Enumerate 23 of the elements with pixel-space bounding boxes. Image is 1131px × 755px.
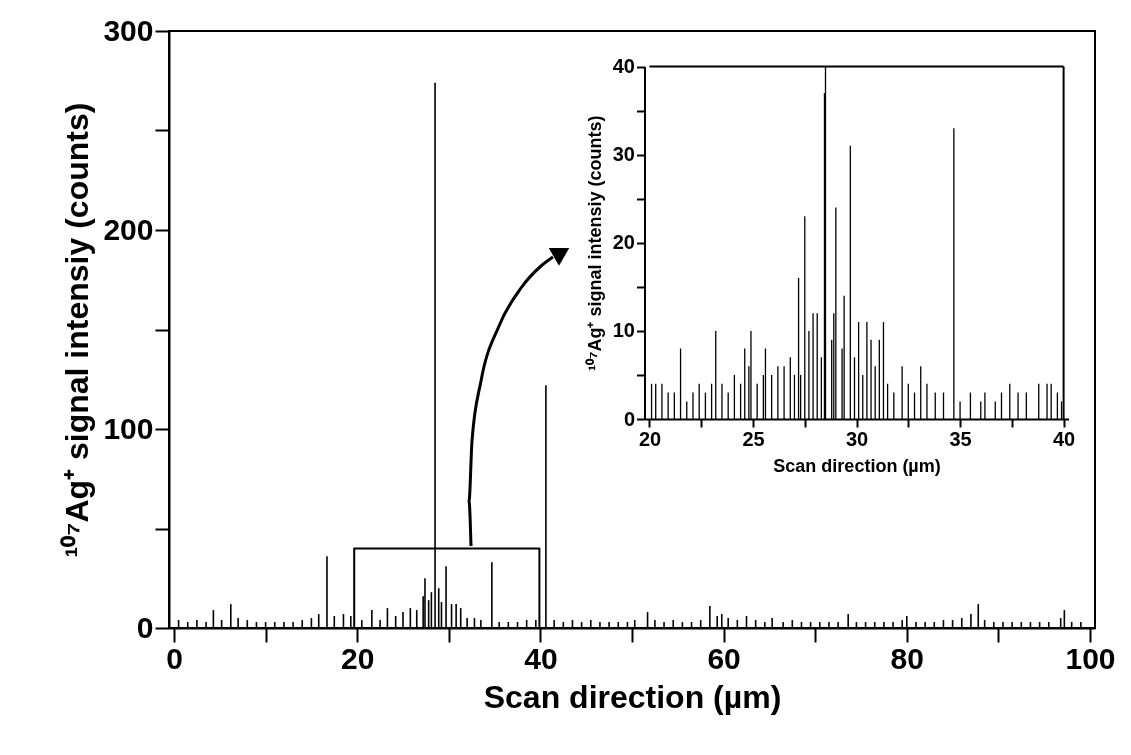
x-tick-label: 25 [742,427,765,450]
y-tick-label: 0 [623,407,635,430]
x-tick-label: 20 [638,427,662,450]
x-axis-title: Scan direction (µm) [483,678,782,715]
x-tick-label: 0 [166,641,183,675]
x-tick-label: 60 [707,641,741,675]
y-tick-label: 300 [103,13,154,47]
y-tick-label: 200 [103,212,154,246]
y-axis-title: ¹⁰⁷Ag⁺ signal intensiy (counts) [59,102,96,558]
y-tick-label: 10 [612,319,635,342]
y-tick-label: 30 [612,143,635,166]
y-axis-title: ¹⁰⁷Ag⁺ signal intensiy (counts) [584,115,605,371]
y-tick-label: 20 [612,231,635,254]
x-tick-label: 80 [890,641,924,675]
x-tick-label: 40 [524,641,558,675]
y-tick-label: 0 [136,610,154,644]
x-axis-title: Scan direction (µm) [773,455,941,476]
x-tick-label: 100 [1065,641,1116,675]
x-tick-label: 40 [1052,427,1076,450]
x-tick-label: 20 [341,641,375,675]
x-tick-label: 30 [845,427,869,450]
y-tick-label: 40 [612,55,635,77]
x-tick-label: 35 [949,427,972,450]
